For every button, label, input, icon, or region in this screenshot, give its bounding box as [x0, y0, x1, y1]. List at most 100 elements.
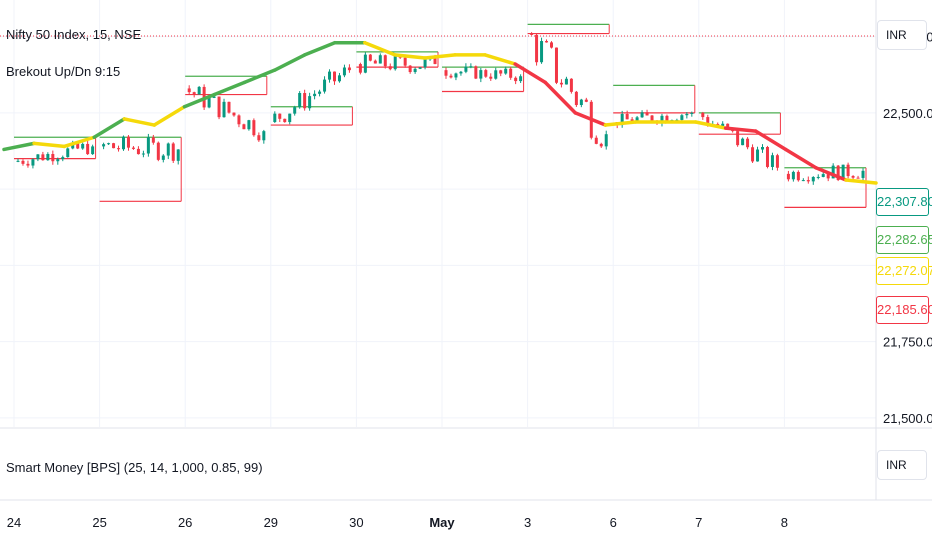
candle-body-9-10	[836, 165, 840, 180]
candle-body-3-11	[328, 71, 332, 80]
candle-body-7-2	[625, 113, 629, 120]
candle-body-5-5	[469, 66, 473, 68]
candle-body-8-10	[751, 147, 755, 162]
candle-body-3-1	[278, 113, 282, 119]
candle-body-9-7	[821, 174, 825, 177]
candle-body-7-5	[640, 112, 644, 118]
candle-body-7-10	[665, 115, 669, 122]
x-tick-label-8: 7	[695, 515, 702, 530]
candle-body-0-15	[91, 146, 95, 155]
ma-segment-18	[543, 80, 578, 115]
candle-body-2-12	[247, 120, 251, 130]
candle-body-3-15	[347, 67, 351, 71]
x-tick-label-9: 8	[781, 515, 788, 530]
ma-segment-14	[423, 53, 457, 60]
candle-body-3-8	[313, 93, 317, 97]
symbol-title[interactable]: Nifty 50 Index, 15, NSE	[6, 27, 142, 42]
candle-body-9-15	[861, 170, 865, 178]
candle-body-4-6	[388, 66, 392, 70]
candle-body-4-7	[393, 56, 397, 70]
candle-body-0-10	[66, 148, 70, 158]
candle-body-1-12	[161, 155, 165, 160]
candle-body-8-9	[746, 138, 750, 148]
candle-body-6-8	[569, 78, 573, 92]
candle-body-2-14	[257, 135, 261, 141]
candle-body-1-4	[122, 136, 125, 150]
candle-body-6-7	[564, 78, 568, 85]
x-tick-label-4: 30	[349, 515, 363, 530]
candle-body-5-1	[449, 75, 453, 78]
ma-segment-1	[32, 141, 66, 149]
ma-segment-2	[62, 135, 96, 149]
candle-body-0-0	[16, 160, 20, 162]
price-tag-ma: 22,272.07	[876, 257, 932, 285]
candle-body-7-4	[635, 117, 639, 123]
x-tick-label-7: 6	[610, 515, 617, 530]
candle-body-1-5	[126, 136, 130, 148]
candle-body-1-2	[112, 143, 116, 149]
candle-body-5-2	[454, 73, 458, 78]
candle-body-5-10	[494, 70, 498, 79]
candle-body-8-15	[775, 155, 779, 168]
candle-body-8-1	[706, 117, 710, 126]
candle-body-1-13	[166, 143, 170, 156]
candle-body-1-10	[151, 137, 155, 143]
candle-body-5-3	[459, 71, 463, 74]
candle-body-6-0	[530, 33, 534, 35]
ma-segment-8	[242, 68, 277, 85]
candle-body-0-13	[81, 143, 85, 149]
candle-body-2-10	[237, 115, 241, 125]
ma-segment-6	[182, 92, 217, 109]
candle-body-1-15	[176, 149, 180, 161]
ma-segment-17	[513, 62, 547, 85]
candle-body-6-13	[594, 137, 598, 144]
ma-segment-7	[212, 80, 247, 97]
candle-body-5-8	[484, 70, 488, 77]
candle-body-3-7	[308, 96, 312, 109]
indicator-legend-smart-money[interactable]: Smart Money [BPS] (25, 14, 1,000, 0.85, …	[6, 460, 263, 475]
candle-body-2-1	[192, 92, 196, 95]
ma-segment-3	[92, 117, 127, 139]
candle-body-3-5	[298, 93, 302, 108]
candle-body-3-9	[318, 91, 322, 94]
candle-body-2-7	[222, 101, 226, 118]
currency-selector-main[interactable]: INR	[877, 20, 927, 50]
x-tick-label-0: 24	[7, 515, 21, 530]
ma-segment-27	[814, 166, 848, 182]
candle-body-6-11	[584, 99, 588, 102]
candle-body-4-3	[373, 60, 377, 64]
candle-body-1-6	[131, 147, 135, 149]
candle-body-4-5	[383, 55, 387, 67]
ma-segment-0	[2, 141, 36, 152]
candle-body-3-12	[333, 71, 336, 82]
candle-body-7-14	[685, 113, 689, 116]
candle-body-0-14	[86, 143, 90, 155]
candle-body-5-11	[499, 70, 503, 74]
indicator-legend-breakout[interactable]: Brekout Up/Dn 9:15	[6, 64, 121, 79]
candle-body-0-8	[56, 159, 60, 162]
candle-body-2-11	[242, 124, 246, 130]
candle-body-4-10	[408, 65, 412, 73]
ma-segment-9	[272, 53, 307, 72]
candle-body-0-3	[31, 159, 35, 166]
candle-body-2-6	[217, 96, 221, 118]
candle-body-1-0	[102, 144, 106, 147]
candle-body-6-5	[554, 47, 558, 83]
candle-body-3-2	[283, 118, 287, 123]
candle-body-2-8	[227, 101, 231, 113]
candle-body-2-2	[197, 86, 201, 95]
candle-body-8-4	[721, 123, 725, 127]
candle-body-9-13	[851, 176, 855, 178]
candle-body-8-5	[726, 123, 730, 129]
ma-segment-5	[152, 105, 187, 127]
x-tick-label-6: 3	[524, 515, 531, 530]
currency-selector-lower[interactable]: INR	[877, 450, 927, 480]
ma-segment-28	[844, 178, 878, 185]
y-tick-label-2: 21,750.00	[883, 335, 932, 350]
candle-body-3-0	[273, 113, 277, 122]
candle-body-5-4	[464, 66, 468, 72]
candle-body-4-15	[433, 56, 437, 65]
ma-segment-26	[784, 147, 818, 170]
candle-body-8-13	[765, 147, 769, 167]
